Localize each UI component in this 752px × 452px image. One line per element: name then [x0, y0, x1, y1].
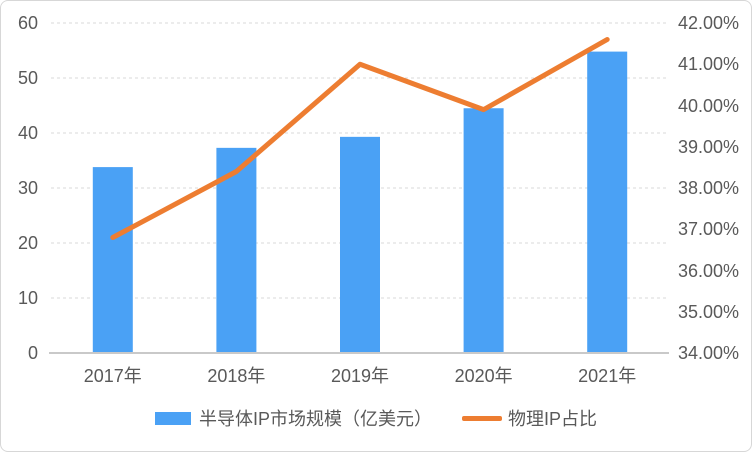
legend-line-swatch [462, 415, 502, 421]
left-axis-tick: 0 [27, 343, 38, 363]
x-axis-label: 2019年 [330, 366, 390, 386]
right-axis-tick: 36.00% [678, 260, 740, 281]
right-axis-tick: 42.00% [678, 13, 740, 33]
left-axis-tick: 20 [17, 233, 38, 253]
right-axis-tick: 35.00% [678, 301, 740, 322]
legend-item-line: 物理IP占比 [462, 405, 597, 431]
right-axis-tick: 34.00% [678, 343, 740, 363]
right-axis-tick: 40.00% [678, 95, 740, 116]
left-axis-tick: 60 [17, 13, 38, 33]
bar-2020年 [463, 108, 504, 353]
bar-2017年 [92, 167, 133, 353]
left-axis-tick: 30 [17, 178, 38, 198]
x-axis-label: 2021年 [578, 366, 637, 386]
right-axis-tick: 39.00% [678, 136, 740, 157]
x-axis-label: 2020年 [454, 366, 513, 386]
left-axis-tick: 50 [17, 68, 38, 88]
left-axis-tick: 10 [17, 288, 38, 308]
line-series [110, 37, 610, 240]
legend-bar-label: 半导体IP市场规模（亿美元） [198, 409, 432, 429]
right-axis-tick: 38.00% [678, 178, 740, 198]
right-axis-tick: 37.00% [678, 219, 740, 240]
x-axis-label: 2017年 [83, 366, 142, 386]
legend-bar-swatch [154, 411, 191, 425]
left-axis-tick: 40 [17, 123, 38, 143]
legend-item-bar: 半导体IP市场规模（亿美元） [154, 405, 432, 431]
legend-line-label: 物理IP占比 [508, 409, 598, 429]
x-axis-label: 2018年 [207, 366, 266, 386]
bar-2021年 [587, 51, 628, 353]
legend: 半导体IP市场规模（亿美元） 物理IP占比 [1, 405, 751, 431]
right-axis-tick: 41.00% [678, 54, 740, 75]
bar-2019年 [340, 136, 380, 353]
bar-2018年 [216, 147, 257, 353]
